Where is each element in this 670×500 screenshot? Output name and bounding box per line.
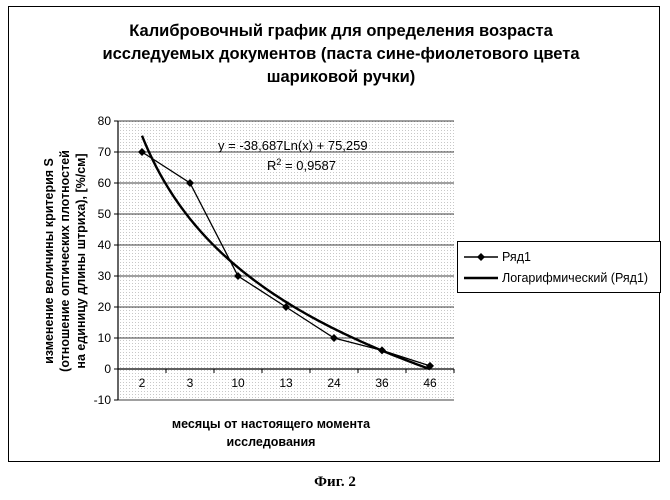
x-axis-title-line-1: месяцы от настоящего момента — [172, 417, 371, 431]
r-squared-prefix: R — [267, 158, 276, 173]
figure-caption: Фиг. 2 — [0, 474, 670, 491]
x-tick-label-10: 10 — [231, 376, 245, 390]
legend-item-series: Ряд1 — [464, 247, 531, 267]
x-tick-label-2: 2 — [139, 376, 146, 390]
chart-frame: Калибровочный график для определения воз… — [8, 6, 660, 462]
y-tick-label-60: 60 — [98, 176, 112, 190]
y-tick-label-40: 40 — [98, 238, 112, 252]
legend-label-series: Ряд1 — [502, 250, 531, 264]
legend-swatch-trendline — [464, 273, 498, 283]
y-tick-label-10: 10 — [98, 331, 112, 345]
chart-title: Калибровочный график для определения воз… — [102, 22, 580, 86]
legend: Ряд1 Логарифмический (Ряд1) — [457, 241, 661, 293]
y-tick-label-20: 20 — [98, 300, 112, 314]
y-tick-label-0: 0 — [104, 362, 111, 376]
chart-svg: Калибровочный график для определения воз… — [9, 7, 659, 461]
r-squared-value: = 0,9587 — [281, 158, 336, 173]
x-axis-title-line-2: исследования — [227, 435, 316, 449]
x-tick-label-46: 46 — [423, 376, 437, 390]
y-tick-label-70: 70 — [98, 145, 112, 159]
chart-title-line-3: шариковой ручки) — [267, 68, 416, 86]
legend-swatch-series — [464, 252, 498, 262]
legend-item-trendline: Логарифмический (Ряд1) — [464, 268, 648, 288]
chart-title-line-1: Калибровочный график для определения воз… — [129, 22, 553, 40]
y-axis-ticks: -10 0 10 20 30 40 50 60 70 80 — [94, 114, 118, 407]
y-axis-title: изменение величины критерия S (отношение… — [42, 150, 88, 372]
y-tick-label-30: 30 — [98, 269, 112, 283]
y-axis-title-line-3: на единицу длины штриха), [%/см] — [74, 153, 88, 368]
x-tick-label-13: 13 — [279, 376, 293, 390]
chart-title-line-2: исследуемых документов (паста сине-фиоле… — [102, 45, 580, 63]
legend-label-trendline: Логарифмический (Ряд1) — [502, 271, 648, 285]
y-axis-title-line-1: изменение величины критерия S — [42, 158, 56, 364]
x-tick-label-36: 36 — [375, 376, 389, 390]
y-tick-label-50: 50 — [98, 207, 112, 221]
y-tick-label-80: 80 — [98, 114, 112, 128]
y-axis-title-line-2: (отношение оптических плотностей — [58, 150, 72, 372]
equation-text: y = -38,687Ln(x) + 75,259 — [218, 138, 368, 153]
x-axis-title: месяцы от настоящего момента исследовани… — [172, 417, 371, 449]
x-tick-label-3: 3 — [187, 376, 194, 390]
x-tick-label-24: 24 — [327, 376, 341, 390]
y-tick-label--10: -10 — [94, 393, 112, 407]
